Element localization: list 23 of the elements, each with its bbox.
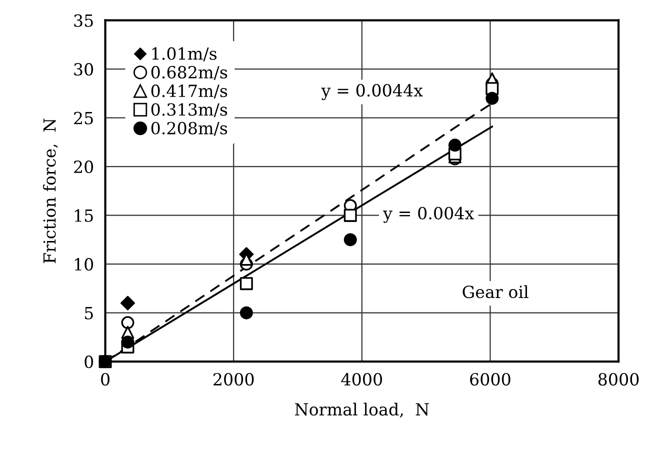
x-tick-label: 4000 xyxy=(341,373,382,386)
legend-label: 0.417m/s xyxy=(151,84,228,98)
y-tick-label: 0 xyxy=(84,356,94,368)
x-tick-label: 6000 xyxy=(470,373,510,386)
legend-label: 0.313m/s xyxy=(151,103,228,118)
x-tick-label: 2000 xyxy=(214,373,254,386)
x-tick-label: 0 xyxy=(101,373,110,386)
legend-label: 1.01m/s xyxy=(152,47,217,62)
y-tick-label: 25 xyxy=(74,112,93,124)
y-tick-label: 30 xyxy=(74,63,94,76)
y-tick-label: 10 xyxy=(74,258,94,271)
annotation: y = 0.004x xyxy=(383,206,474,223)
annotation: Gear oil xyxy=(462,285,528,298)
y-tick-label: 35 xyxy=(74,14,93,27)
y-axis-title: Friction force, N xyxy=(42,118,58,264)
annotation: y = 0.0044x xyxy=(321,84,423,100)
y-tick-label: 20 xyxy=(74,160,94,174)
y-tick-label: 15 xyxy=(74,209,93,222)
legend-label: 0.682m/s xyxy=(151,66,228,80)
y-tick-label: 5 xyxy=(84,307,93,320)
x-tick-label: 8000 xyxy=(598,373,639,386)
x-axis-title: Normal load, N xyxy=(295,402,429,418)
legend-label: 0.208m/s xyxy=(151,122,228,136)
